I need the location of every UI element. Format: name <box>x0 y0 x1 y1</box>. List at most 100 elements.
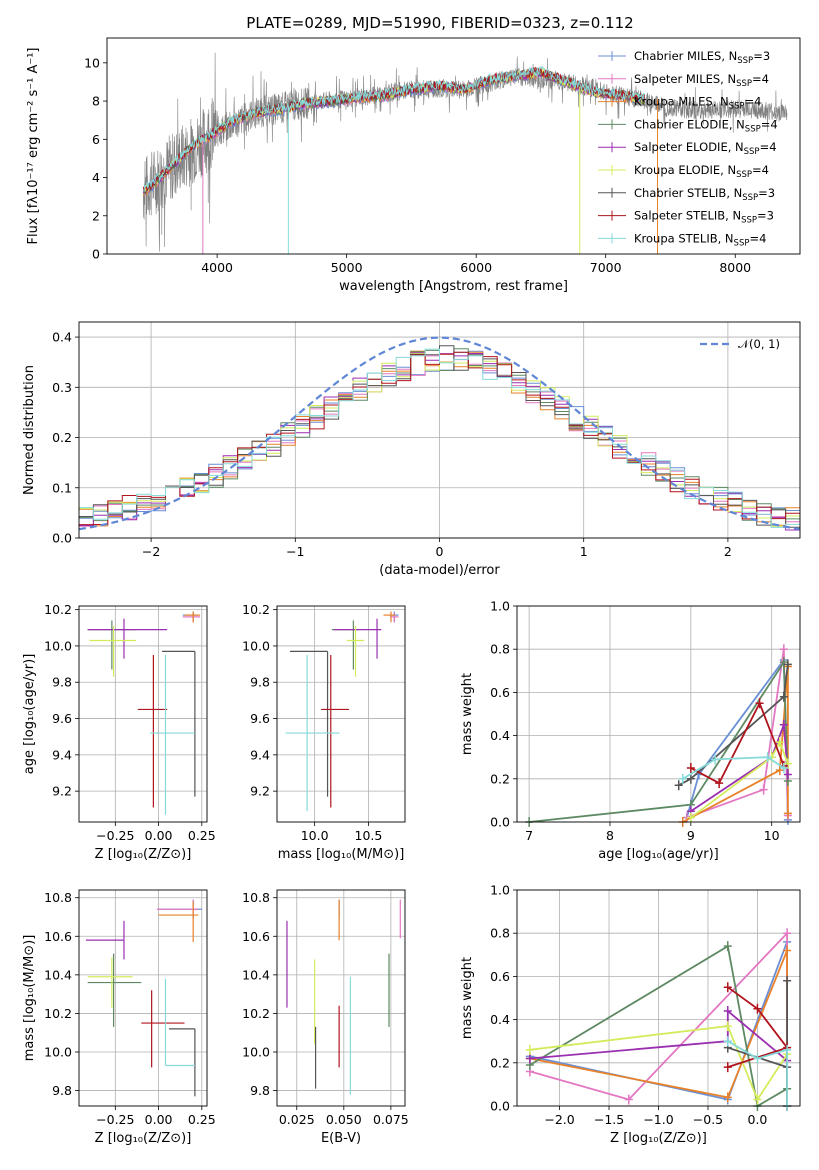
y-tick-label: 9.8 <box>52 1083 72 1098</box>
y-tick-label: 0.2 <box>490 771 510 786</box>
weight-vs-metallicity-panel: −2.0 −1.5 −1.0 −0.5 0.0 0.0 0.2 0.4 0.6 0.8 1.0 Z [… <box>460 883 801 1146</box>
weight-point-marker <box>711 754 720 765</box>
weight-point-marker <box>723 1005 732 1016</box>
weight-point-marker <box>686 812 695 823</box>
x-axis-label: Z [log₁₀(Z/Z⊙)] <box>95 847 192 862</box>
weight-point-marker <box>715 778 724 789</box>
y-tick-label: 10.8 <box>44 890 72 905</box>
legend-subscript: SSP <box>745 124 761 134</box>
weight-point-marker <box>753 1003 762 1014</box>
y-tick-label: 9.2 <box>52 784 72 799</box>
y-tick-label: 10.0 <box>44 638 72 653</box>
y-tick-label: 10.0 <box>44 1045 72 1060</box>
y-tick-label: 9.4 <box>250 747 270 762</box>
y-tick-label: 10.6 <box>44 929 72 944</box>
axes-frame <box>78 889 208 1107</box>
x-tick-label: 2 <box>724 544 732 559</box>
x-tick-label: 0.075 <box>373 1112 409 1127</box>
axes-frame <box>276 889 406 1107</box>
y-axis-label: mass [log₁₀(M/M⊙)] <box>22 935 37 1062</box>
legend-count: =3 <box>758 186 775 200</box>
model-spectrum-line <box>143 65 645 193</box>
legend-count: =4 <box>761 117 778 131</box>
legend-count: =4 <box>752 72 769 86</box>
gaussian-curve <box>78 336 801 531</box>
legend-count: =3 <box>753 49 770 63</box>
y-tick-label: 9.6 <box>250 711 270 726</box>
weight-point-marker <box>779 657 788 668</box>
legend-sep: , N <box>713 95 729 109</box>
weight-point-marker <box>759 784 768 795</box>
y-tick-label: 0.8 <box>490 926 510 941</box>
legend-name: Kroupa MILES <box>634 95 713 109</box>
y-tick-label: 9.6 <box>52 711 72 726</box>
legend-entry: Kroupa STELIB, NSSP=4 <box>634 231 766 248</box>
y-tick-label: 9.8 <box>52 675 72 690</box>
legend-subscript: SSP <box>737 56 753 66</box>
y-tick-label: 0.0 <box>490 815 510 830</box>
x-tick-label: −1.5 <box>594 1112 624 1127</box>
weight-point-marker <box>775 765 784 776</box>
y-tick-label: 10.2 <box>44 602 72 617</box>
figure-title: PLATE=0289, MJD=51990, FIBERID=0323, z=0… <box>246 14 633 32</box>
weight-point-marker <box>723 982 732 993</box>
weight-point-marker <box>723 1021 732 1032</box>
legend-count: =4 <box>744 95 761 109</box>
weight-point-marker <box>686 773 695 784</box>
legend-entry: Salpeter MILES, NSSP=4 <box>634 72 769 89</box>
x-tick-label: −0.25 <box>96 828 134 843</box>
weight-series-line <box>690 700 785 785</box>
weight-point-marker <box>779 691 788 702</box>
y-tick-label: 9.8 <box>250 1083 270 1098</box>
x-tick-label: 0.050 <box>326 1112 362 1127</box>
weight-series-line <box>682 756 785 780</box>
x-tick-label: 0 <box>436 544 444 559</box>
weight-series-line <box>690 724 789 812</box>
x-axis-label: wavelength [Angstrom, rest frame] <box>339 279 568 294</box>
axes-frame <box>516 605 801 823</box>
axes-frame <box>78 321 801 539</box>
x-tick-label: 10.0 <box>301 828 329 843</box>
legend-sep: , N <box>728 140 744 154</box>
y-axis-label: age [log₁₀(age/yr)] <box>22 654 37 775</box>
x-tick-label: 4000 <box>201 260 233 275</box>
x-tick-label: 0.0 <box>748 1112 768 1127</box>
x-tick-label: 9 <box>687 828 695 843</box>
axes-frame <box>78 605 208 823</box>
x-tick-label: 8000 <box>719 260 751 275</box>
weight-point-marker <box>723 1062 732 1073</box>
legend-subscript: SSP <box>736 79 752 89</box>
age-vs-mass-panel: 10.0 10.5 9.2 9.4 9.6 9.8 10.0 10.2 mass [log₁₀(… <box>242 602 406 862</box>
x-tick-label: 7000 <box>590 260 622 275</box>
y-tick-label: 1.0 <box>490 883 510 898</box>
legend-count: =4 <box>749 231 766 245</box>
y-tick-label: 6 <box>92 132 100 147</box>
legend-count: =4 <box>760 140 777 154</box>
y-tick-label: 1.0 <box>490 599 510 614</box>
legend-sep: , N <box>725 209 741 223</box>
weight-point-marker <box>723 1092 732 1103</box>
histogram-step-line <box>79 352 800 527</box>
y-tick-label: 0.2 <box>52 430 72 445</box>
y-tick-label: 0.4 <box>490 1012 510 1027</box>
y-tick-label: 0.4 <box>490 728 510 743</box>
y-tick-label: 10.2 <box>242 1006 270 1021</box>
y-tick-label: 0.6 <box>490 685 510 700</box>
legend-count: =4 <box>752 163 769 177</box>
x-tick-label: 7 <box>525 828 533 843</box>
legend-name: Kroupa STELIB <box>634 231 718 245</box>
x-tick-label: 8 <box>606 828 614 843</box>
spectrum-plot-area <box>142 52 788 254</box>
x-tick-label: 0.025 <box>279 1112 315 1127</box>
legend-entry: Chabrier MILES, NSSP=3 <box>634 49 770 66</box>
weight-point-marker <box>783 1044 792 1055</box>
y-axis-label: Flux [fλ10⁻¹⁷ erg cm⁻² s⁻¹ A⁻¹] <box>26 48 41 245</box>
age-vs-metallicity-panel: −0.25 0.00 0.25 9.2 9.4 9.6 9.8 10.0 10.2 Z [log₁… <box>22 602 216 862</box>
y-tick-label: 10.8 <box>242 890 270 905</box>
y-tick-label: 0.3 <box>52 380 72 395</box>
weight-point-marker <box>783 659 792 670</box>
weight-point-marker <box>783 928 792 939</box>
y-tick-label: 0.1 <box>52 480 72 495</box>
weight-point-marker <box>686 763 695 773</box>
y-tick-label: 0.0 <box>52 531 72 546</box>
